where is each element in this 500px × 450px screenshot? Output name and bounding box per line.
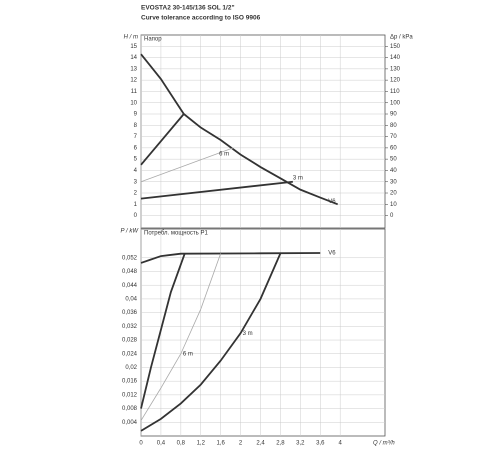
y-tick-label: 0 [134, 213, 138, 219]
y2-tick-label: 140 [390, 55, 401, 61]
y-tick-label: 0,004 [122, 420, 138, 426]
curve-label: 3 m [293, 175, 303, 181]
y2-tick-label: 70 [390, 134, 397, 140]
y2-tick-label: 20 [390, 191, 397, 197]
curve [140, 180, 293, 200]
y-tick-label: 6 [134, 145, 138, 151]
caption: Напор [144, 37, 162, 43]
curve [140, 253, 222, 421]
y-tick-label: 3 [134, 179, 138, 185]
y-axis-label: H / m [124, 35, 138, 41]
y-tick-label: 0,04 [125, 296, 137, 302]
x-tick-label: 0,8 [177, 441, 186, 447]
curve [140, 252, 282, 432]
y-tick-label: 8 [134, 123, 138, 129]
y2-tick-label: 110 [390, 89, 400, 95]
title: EVOSTA2 30-145/136 SOL 1/2" [141, 5, 235, 12]
x-tick-label: 2,8 [276, 441, 285, 447]
y-axis-label: P / kW [121, 229, 140, 235]
y-tick-label: 0,032 [122, 324, 138, 330]
curve-label: 6 m [219, 151, 229, 157]
y2-tick-label: 130 [390, 66, 401, 72]
caption: Потребл. мощность P1 [144, 231, 208, 237]
y-tick-label: 0,044 [122, 283, 138, 289]
x-tick-label: 1,2 [197, 441, 206, 447]
y-tick-label: 0,012 [122, 392, 138, 398]
y-tick-label: 7 [134, 134, 138, 140]
curve [140, 53, 339, 206]
y-tick-label: 11 [131, 89, 138, 95]
y2-tick-label: 40 [390, 168, 397, 174]
y-tick-label: 2 [134, 191, 138, 197]
x-tick-label: 2 [239, 441, 243, 447]
y2-tick-label: 90 [390, 112, 397, 118]
x-tick-label: 3,6 [316, 441, 325, 447]
y-tick-label: 4 [134, 168, 138, 174]
y2-tick-label: 120 [390, 78, 401, 84]
y-tick-label: 0,024 [122, 351, 138, 357]
y2-tick-label: 60 [390, 145, 397, 151]
y-tick-label: 0,036 [122, 310, 138, 316]
curve-label: 3 m [243, 331, 253, 337]
y-tick-label: 15 [130, 44, 137, 50]
curve [140, 147, 234, 183]
x-tick-label: 3,2 [296, 441, 305, 447]
y-tick-label: 5 [134, 157, 138, 163]
x-tick-label: 1,6 [217, 441, 226, 447]
y-tick-label: 0,028 [122, 338, 138, 344]
y2-axis-label: Δp / kPa [390, 35, 413, 41]
y-tick-label: 13 [130, 66, 137, 72]
y2-tick-label: 10 [390, 202, 397, 208]
y-tick-label: 0,02 [125, 365, 137, 371]
x-axis-label: Q / m³/h [373, 441, 395, 447]
curve-label: V6 [328, 251, 336, 257]
y2-tick-label: 100 [390, 100, 401, 106]
y-tick-label: 1 [134, 202, 138, 208]
x-tick-label: 0 [139, 441, 143, 447]
y2-tick-label: 30 [390, 179, 397, 185]
curve [140, 252, 321, 264]
curve [140, 113, 185, 166]
curve [140, 253, 186, 409]
y-tick-label: 12 [130, 78, 137, 84]
x-tick-label: 0,4 [157, 441, 166, 447]
curve-label: 6 m [183, 351, 193, 357]
y-tick-label: 10 [130, 100, 137, 106]
y2-tick-label: 150 [390, 44, 401, 50]
y-tick-label: 0,048 [122, 269, 138, 275]
y-tick-label: 0,052 [122, 255, 138, 261]
y-tick-label: 9 [134, 112, 138, 118]
y2-tick-label: 0 [390, 213, 394, 219]
y-tick-label: 0,008 [122, 406, 138, 412]
curve-label: V6 [328, 199, 336, 205]
y-tick-label: 0,016 [122, 379, 138, 385]
y-tick-label: 14 [130, 55, 137, 61]
y2-tick-label: 50 [390, 157, 397, 163]
y2-tick-label: 80 [390, 123, 397, 129]
plot-frame [140, 34, 386, 229]
x-tick-label: 4 [339, 441, 343, 447]
x-tick-label: 2,4 [256, 441, 265, 447]
subtitle: Curve tolerance according to ISO 9906 [141, 15, 261, 22]
